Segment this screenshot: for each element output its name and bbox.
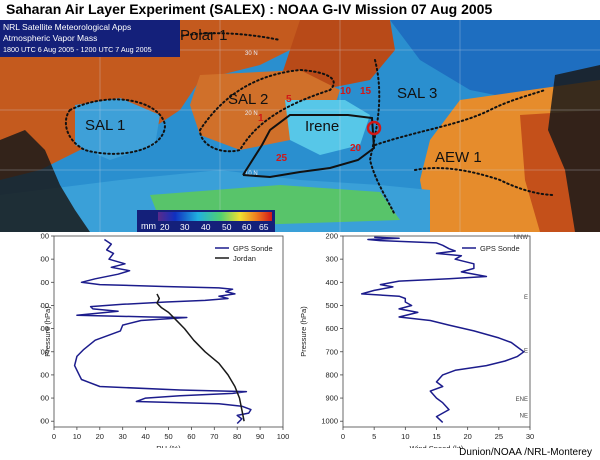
lat-label-10n: 10 N <box>245 171 258 177</box>
map-header-line-3: 1800 UTC 6 Aug 2005 - 1200 UTC 7 Aug 200… <box>3 45 152 54</box>
x-tick-label: 60 <box>187 432 195 441</box>
x-tick-label: 30 <box>119 432 127 441</box>
x-tick-label: 20 <box>96 432 104 441</box>
x-tick-label: 15 <box>432 432 440 441</box>
series-line-jordan <box>156 293 245 422</box>
colorbar <box>158 212 272 221</box>
x-tick-label: 0 <box>341 432 345 441</box>
drop-number-5: 5 <box>286 94 292 105</box>
boundary-aew1 <box>414 167 556 196</box>
colorbar-unit: mm <box>141 221 156 231</box>
land-americas <box>0 130 90 232</box>
x-tick-label: 50 <box>164 432 172 441</box>
moist-east <box>390 20 600 100</box>
y-tick-label: 900 <box>325 394 338 403</box>
moist-irene <box>285 100 370 155</box>
legend-label: GPS Sonde <box>480 244 520 253</box>
boundary-sal3b <box>374 89 546 146</box>
x-tick-label: 10 <box>401 432 409 441</box>
y-axis-label: Pressure (hPa) <box>299 306 308 357</box>
colorbar-tick-20: 20 <box>160 222 170 232</box>
x-axis-label: Wind Speed (kt) <box>410 444 464 448</box>
figure-title: Saharan Air Layer Experiment (SALEX) : N… <box>6 1 493 17</box>
y-tick-label: 800 <box>325 370 338 379</box>
dry-air-north <box>280 20 395 90</box>
y-tick-label: 1000 <box>321 417 338 426</box>
lat-label-20n: 20 N <box>245 111 258 117</box>
vapor-map: 30 N 20 N 10 N Polar 1 SAL 1 SAL 2 SAL 3… <box>0 20 600 232</box>
x-tick-label: 70 <box>210 432 218 441</box>
y-tick-label: 300 <box>325 255 338 264</box>
x-tick-label: 25 <box>495 432 503 441</box>
x-tick-label: 20 <box>463 432 471 441</box>
plot-frame <box>53 235 284 428</box>
y-tick-label: 500 <box>40 301 49 310</box>
y-tick-label: 200 <box>40 232 49 241</box>
label-sal3: SAL 3 <box>397 85 437 102</box>
x-tick-label: 40 <box>141 432 149 441</box>
series-line-gps-sonde <box>73 238 252 425</box>
drop-number-15: 15 <box>360 86 372 97</box>
label-aew1: AEW 1 <box>435 149 482 166</box>
y-axis-label: Pressure (hPa) <box>43 306 52 357</box>
y-tick-label: 700 <box>325 347 338 356</box>
y-tick-label: 400 <box>40 278 49 287</box>
image-credit: Dunion/NOAA /NRL-Monterey <box>459 447 592 458</box>
colorbar-tick-65: 65 <box>259 222 269 232</box>
boundary-sal3 <box>368 59 396 216</box>
direction-label: NNW <box>514 235 529 241</box>
y-tick-label: 800 <box>40 370 49 379</box>
y-tick-label: 300 <box>40 255 49 264</box>
map-header-line-1: NRL Satellite Meteorological Apps <box>3 22 131 32</box>
series-line-gps-sonde <box>360 236 525 423</box>
y-tick-label: 600 <box>325 324 338 333</box>
label-irene: Irene <box>305 118 339 135</box>
boundary-sal1 <box>64 98 167 155</box>
x-tick-label: 5 <box>372 432 376 441</box>
y-tick-label: 500 <box>325 301 338 310</box>
x-tick-label: 100 <box>277 432 290 441</box>
x-tick-label: 10 <box>73 432 81 441</box>
drop-number-10: 10 <box>340 86 352 97</box>
y-tick-label: 1000 <box>40 417 49 426</box>
direction-label: E <box>524 348 528 354</box>
y-tick-label: 600 <box>40 324 49 333</box>
flight-track <box>242 114 376 179</box>
direction-label: NE <box>520 413 528 419</box>
drop-number-25: 25 <box>276 153 288 164</box>
colorbar-tick-60: 60 <box>242 222 252 232</box>
x-tick-label: 0 <box>52 432 56 441</box>
boundary-sal2 <box>198 68 335 153</box>
colorbar-tick-40: 40 <box>201 222 211 232</box>
y-tick-label: 200 <box>325 232 338 241</box>
map-header-line-2: Atmospheric Vapor Mass <box>3 33 97 43</box>
colorbar-tick-30: 30 <box>180 222 190 232</box>
drop-number-1: 1 <box>258 113 264 124</box>
label-sal1: SAL 1 <box>85 117 125 134</box>
x-axis-label: RH (%) <box>156 444 181 448</box>
track-origin-marker <box>366 120 382 136</box>
rh-profile-chart: 0 10 20 30 40 50 60 70 80 90 100 200 300 400 500 600 700… <box>40 232 290 448</box>
direction-label: ENE <box>516 397 528 403</box>
label-sal2: SAL 2 <box>228 91 268 108</box>
x-tick-label: 80 <box>233 432 241 441</box>
lat-label-30n: 30 N <box>245 51 258 57</box>
moist-sal1 <box>75 98 160 160</box>
colorbar-tick-50: 50 <box>222 222 232 232</box>
y-tick-label: 700 <box>40 347 49 356</box>
y-tick-label: 900 <box>40 394 49 403</box>
wind-profile-chart: 0 5 10 15 20 25 30 200 300 400 500 600 700 800 900 1000… <box>299 232 534 448</box>
x-tick-label: 90 <box>256 432 264 441</box>
map-header-box <box>0 20 180 57</box>
land-africa <box>548 65 600 232</box>
y-tick-label: 400 <box>325 278 338 287</box>
x-tick-label: 30 <box>526 432 534 441</box>
direction-label: E <box>524 295 528 301</box>
drop-number-20: 20 <box>350 143 362 154</box>
legend-label: GPS Sonde <box>233 244 273 253</box>
legend-label: Jordan <box>233 254 256 263</box>
label-polar1: Polar 1 <box>180 27 228 44</box>
